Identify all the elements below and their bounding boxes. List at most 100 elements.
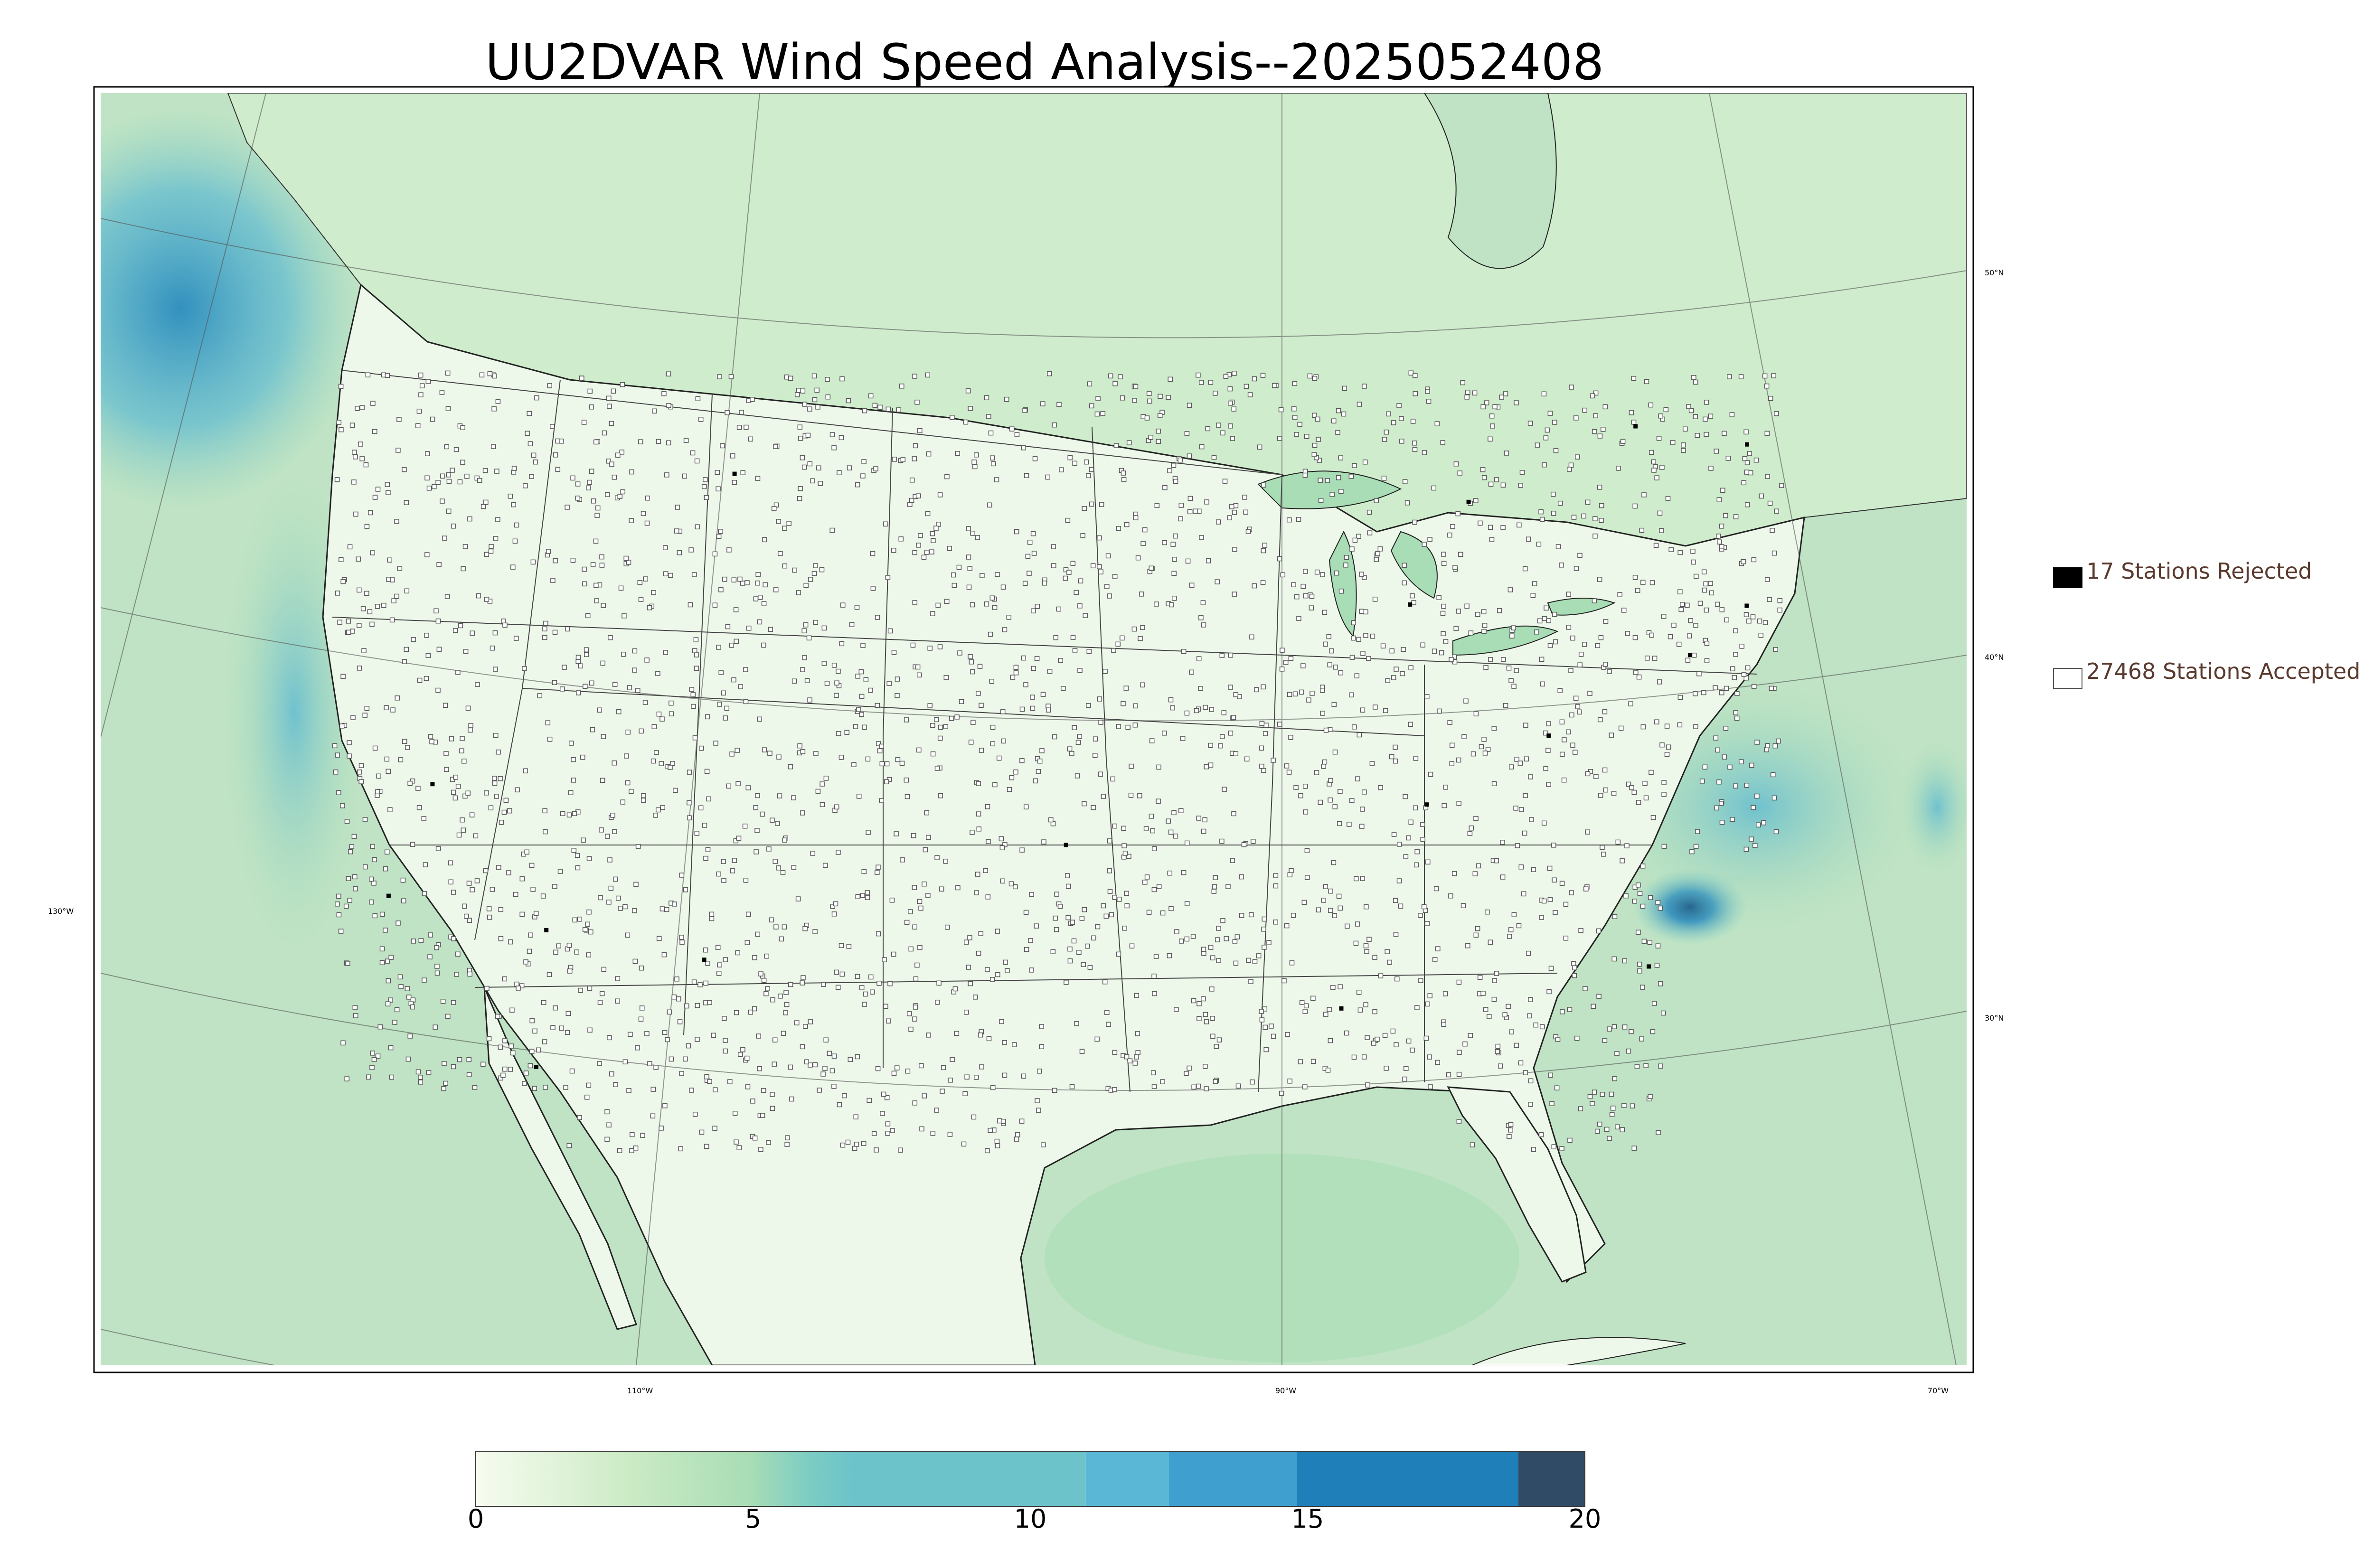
station-accepted	[1292, 415, 1298, 420]
station-accepted	[1357, 732, 1362, 738]
station-accepted	[1137, 793, 1142, 798]
station-accepted	[663, 545, 668, 550]
station-accepted	[1704, 607, 1709, 613]
station-accepted	[1597, 577, 1602, 582]
station-accepted	[735, 748, 740, 753]
station-accepted	[753, 596, 759, 601]
station-accepted	[1602, 709, 1608, 714]
station-accepted	[1518, 483, 1523, 488]
station-accepted	[371, 881, 377, 886]
station-accepted	[976, 811, 981, 817]
station-accepted	[754, 849, 759, 854]
station-accepted	[1273, 883, 1279, 889]
station-accepted	[1598, 635, 1604, 640]
station-accepted	[440, 999, 446, 1004]
station-accepted	[890, 1128, 895, 1133]
station-accepted	[475, 682, 480, 687]
station-accepted	[1623, 893, 1629, 899]
station-accepted	[1626, 1048, 1631, 1054]
station-accepted	[1150, 828, 1155, 834]
station-accepted	[755, 476, 761, 481]
station-accepted	[1724, 685, 1729, 691]
station-accepted	[698, 745, 704, 751]
station-accepted	[938, 793, 943, 798]
station-accepted	[1435, 1060, 1440, 1065]
station-accepted	[1702, 587, 1707, 593]
station-accepted	[855, 1054, 860, 1060]
station-accepted	[904, 920, 910, 925]
station-accepted	[1067, 958, 1073, 964]
station-accepted	[801, 464, 807, 470]
station-accepted	[755, 580, 760, 586]
station-accepted	[1519, 470, 1525, 475]
station-accepted	[969, 659, 974, 665]
station-accepted	[1500, 840, 1505, 845]
station-accepted	[1291, 582, 1296, 588]
station-accepted	[675, 505, 680, 510]
station-accepted	[1150, 1070, 1156, 1076]
station-accepted	[502, 976, 508, 982]
station-accepted	[882, 957, 887, 962]
station-accepted	[1012, 1042, 1017, 1047]
station-accepted	[918, 905, 923, 911]
station-accepted	[604, 1109, 610, 1115]
station-accepted	[691, 572, 697, 577]
station-accepted	[829, 1068, 835, 1073]
colorbar-tick-20: 20	[1568, 1504, 1602, 1534]
station-accepted	[1391, 420, 1396, 425]
station-accepted	[918, 533, 923, 538]
station-accepted	[587, 479, 592, 485]
station-accepted	[1172, 556, 1177, 562]
station-accepted	[1648, 1094, 1653, 1099]
station-accepted	[1112, 894, 1117, 900]
station-accepted	[359, 405, 365, 410]
station-accepted	[1261, 684, 1266, 690]
station-accepted	[582, 927, 588, 932]
station-accepted	[368, 876, 374, 882]
station-accepted	[679, 1071, 684, 1076]
station-accepted	[1259, 763, 1264, 769]
station-accepted	[926, 451, 932, 457]
station-accepted	[1456, 979, 1462, 985]
station-accepted	[434, 945, 439, 950]
station-accepted	[644, 657, 650, 663]
station-accepted	[591, 498, 596, 504]
station-accepted	[594, 513, 600, 518]
station-accepted	[819, 567, 825, 573]
station-accepted	[1002, 1040, 1007, 1045]
station-accepted	[1411, 600, 1416, 605]
station-accepted	[365, 372, 371, 377]
station-accepted	[457, 1057, 462, 1062]
station-accepted	[956, 564, 962, 570]
station-accepted	[1208, 945, 1214, 950]
station-accepted	[464, 473, 470, 479]
station-accepted	[1354, 876, 1359, 882]
station-accepted	[1480, 991, 1486, 996]
station-accepted	[1093, 736, 1098, 742]
station-accepted	[1228, 400, 1233, 406]
station-accepted	[1039, 1024, 1044, 1029]
station-accepted	[1229, 504, 1234, 509]
station-accepted	[339, 427, 344, 432]
station-accepted	[1338, 588, 1344, 594]
station-accepted	[1773, 647, 1778, 652]
station-accepted	[543, 1085, 548, 1090]
station-accepted	[1624, 843, 1630, 848]
station-accepted	[1128, 792, 1134, 798]
station-accepted	[1531, 867, 1536, 872]
station-accepted	[498, 936, 504, 941]
station-accepted	[410, 842, 415, 847]
station-accepted	[584, 1094, 590, 1100]
station-accepted	[810, 478, 815, 484]
station-accepted	[1693, 724, 1698, 729]
station-accepted	[963, 419, 969, 425]
station-accepted	[465, 705, 471, 711]
station-accepted	[423, 862, 428, 867]
station-accepted	[605, 834, 610, 839]
station-accepted	[1709, 590, 1715, 596]
station-accepted	[1543, 730, 1548, 736]
station-accepted	[1491, 726, 1497, 731]
station-accepted	[602, 430, 607, 436]
station-accepted	[1328, 908, 1333, 913]
station-accepted	[761, 977, 767, 983]
